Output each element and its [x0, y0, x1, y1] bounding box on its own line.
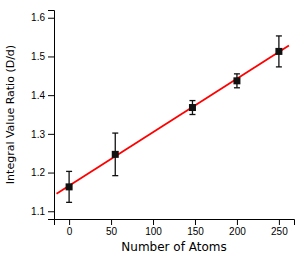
error-bar-cap: [189, 100, 195, 101]
x-tick-mark: [111, 219, 112, 225]
point: [112, 151, 119, 158]
x-tick-label: 50: [106, 226, 118, 237]
y-tick: 1.4: [31, 90, 54, 101]
y-tick-mark: [48, 211, 54, 212]
point: [275, 48, 282, 55]
chart: 0 50 100 150 200 250 1.1 1.2 1.3 1.4 1.5 1.6 Number …: [0, 0, 308, 259]
error-bar-cap: [234, 87, 240, 88]
error-bar: [276, 36, 282, 67]
plot-area: [57, 36, 289, 202]
error-bar-cap: [276, 35, 282, 36]
error-bar: [112, 133, 118, 176]
x-axis-line: [55, 220, 295, 226]
y-tick: 1.1: [31, 206, 54, 217]
y-tick-label: 1.5: [31, 51, 45, 62]
error-bar: [189, 101, 195, 115]
y-tick-mark: [48, 173, 54, 174]
error-bar-cap: [189, 114, 195, 115]
y-axis: 1.1 1.2 1.3 1.4 1.5 1.6: [31, 11, 54, 220]
x-tick-label: 150: [187, 226, 204, 237]
x-tick-mark: [195, 219, 196, 225]
point: [66, 183, 73, 190]
error-bar-cap: [66, 171, 72, 172]
points: [66, 36, 283, 202]
y-tick-label: 1.6: [31, 12, 45, 23]
y-tick: 1.2: [31, 167, 54, 178]
y-tick-label: 1.1: [31, 206, 45, 217]
y-tick-mark: [48, 18, 54, 19]
point: [233, 77, 240, 84]
y-tick-label: 1.4: [31, 90, 45, 101]
y-tick-mark: [48, 95, 54, 96]
x-tick: 250: [271, 219, 288, 237]
error-bar: [66, 171, 72, 202]
y-tick: 1.5: [31, 51, 54, 62]
y-tick-label: 1.2: [31, 167, 45, 178]
x-tick-label: 0: [67, 226, 73, 237]
error-bar-cap: [112, 175, 118, 176]
y-tick-mark: [48, 56, 54, 57]
error-bar: [234, 74, 240, 88]
x-tick-mark: [69, 219, 70, 225]
fit-line: [57, 46, 289, 194]
x-tick-mark: [237, 219, 238, 225]
y-tick: 1.6: [31, 12, 54, 23]
error-bar-cap: [234, 73, 240, 74]
y-axis-line: [48, 11, 55, 220]
x-tick: 50: [106, 219, 118, 237]
error-bar-cap: [112, 132, 118, 133]
x-axis-title: Number of Atoms: [121, 240, 226, 254]
error-bar-cap: [276, 66, 282, 67]
x-tick: 0: [67, 219, 73, 237]
x-tick: 200: [229, 219, 246, 237]
x-tick-label: 250: [271, 226, 288, 237]
error-bar-cap: [66, 202, 72, 203]
x-tick: 150: [187, 219, 204, 237]
y-axis-title: Integral Value Ratio (D/d): [4, 45, 17, 184]
x-tick-label: 200: [229, 226, 246, 237]
x-tick-mark: [279, 219, 280, 225]
y-tick: 1.3: [31, 129, 54, 140]
x-tick-mark: [153, 219, 154, 225]
point: [189, 104, 196, 111]
x-tick-label: 100: [145, 226, 162, 237]
y-tick-label: 1.3: [31, 129, 45, 140]
x-axis: 0 50 100 150 200 250: [55, 219, 295, 237]
y-tick-mark: [48, 134, 54, 135]
x-tick: 100: [145, 219, 162, 237]
